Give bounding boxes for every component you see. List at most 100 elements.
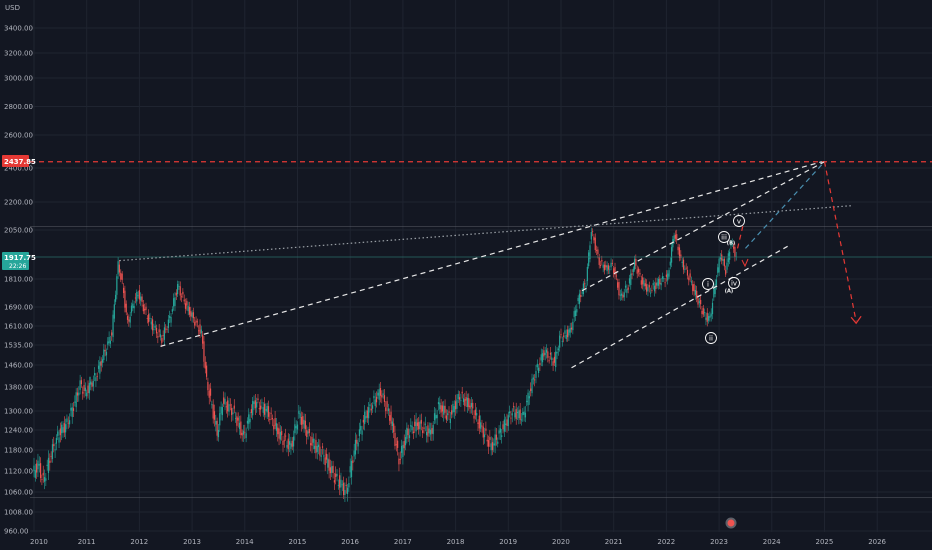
trendlines bbox=[30, 161, 932, 499]
trendline[interactable] bbox=[736, 226, 744, 249]
candle-body bbox=[538, 367, 540, 373]
x-tick-label: 2021 bbox=[605, 538, 623, 546]
candle-body bbox=[535, 371, 537, 378]
candle-body bbox=[122, 287, 125, 294]
candle-body bbox=[215, 420, 217, 425]
candle-body bbox=[406, 427, 408, 439]
candle-body bbox=[580, 294, 582, 298]
candle-body bbox=[129, 316, 131, 323]
candle-body bbox=[41, 479, 43, 480]
candle-body bbox=[468, 398, 470, 408]
candle-body bbox=[184, 303, 187, 309]
candle-body bbox=[148, 314, 150, 323]
candle-body bbox=[692, 284, 694, 292]
candle-body bbox=[633, 259, 636, 270]
candle-body bbox=[656, 282, 658, 286]
candle-body bbox=[702, 308, 704, 315]
candle-body bbox=[270, 412, 272, 414]
candle-body bbox=[124, 290, 126, 308]
candle-body bbox=[505, 423, 507, 425]
x-tick-label: 2025 bbox=[816, 538, 834, 546]
candle-body bbox=[155, 327, 158, 334]
candle-body bbox=[299, 413, 301, 418]
candle-body bbox=[536, 363, 538, 368]
candle-body bbox=[70, 407, 72, 411]
y-tick-label: 1380.00 bbox=[4, 384, 33, 392]
candle-body bbox=[375, 396, 378, 403]
x-tick-label: 2014 bbox=[236, 538, 254, 546]
x-tick-label: 2017 bbox=[394, 538, 412, 546]
trendline[interactable] bbox=[745, 161, 825, 249]
candle-body bbox=[228, 404, 230, 412]
candle-body bbox=[721, 254, 723, 261]
candle-body bbox=[205, 365, 208, 377]
candle-body bbox=[464, 399, 466, 406]
candle-body bbox=[104, 349, 106, 352]
candle-body bbox=[128, 319, 130, 322]
candle-body bbox=[705, 317, 707, 320]
candle-body bbox=[657, 278, 660, 286]
candle-body bbox=[715, 279, 718, 285]
candle-body bbox=[157, 336, 159, 338]
candle-body bbox=[476, 413, 478, 416]
candle-body bbox=[598, 257, 600, 265]
candle-body bbox=[191, 312, 193, 318]
candle-body bbox=[50, 455, 52, 457]
candle-body bbox=[61, 424, 63, 434]
trendline[interactable] bbox=[581, 161, 825, 292]
candle-body bbox=[519, 409, 521, 420]
candle-body bbox=[495, 434, 498, 440]
candle-body bbox=[316, 445, 318, 452]
candle-body bbox=[448, 411, 450, 413]
candle-body bbox=[221, 407, 224, 416]
candle-body bbox=[636, 269, 638, 274]
candle-body bbox=[402, 444, 404, 458]
trendline[interactable] bbox=[823, 161, 857, 322]
candle-body bbox=[220, 406, 222, 414]
candle-body bbox=[187, 305, 189, 312]
candle-body bbox=[585, 285, 587, 288]
candle-body bbox=[83, 384, 85, 392]
candle-body bbox=[66, 418, 68, 423]
candle-body bbox=[253, 401, 255, 405]
candle-body bbox=[559, 335, 561, 348]
candle-body bbox=[441, 405, 444, 412]
candle-body bbox=[47, 457, 50, 473]
candle-body bbox=[456, 399, 458, 409]
candle-body bbox=[39, 463, 42, 478]
candle-body bbox=[364, 411, 366, 425]
candle-body bbox=[118, 264, 120, 273]
candle-body bbox=[722, 259, 724, 261]
candle-body bbox=[680, 254, 682, 258]
candle-body bbox=[713, 288, 715, 298]
candle-body bbox=[424, 423, 426, 425]
candle-body bbox=[323, 455, 325, 457]
candle-body bbox=[327, 458, 329, 468]
candle-body bbox=[204, 361, 206, 369]
events-icon[interactable] bbox=[724, 516, 738, 530]
candle-body bbox=[202, 334, 204, 344]
y-tick-label: 1690.00 bbox=[4, 304, 33, 312]
trendline[interactable] bbox=[160, 161, 823, 347]
candle-body bbox=[599, 265, 602, 267]
candle-body bbox=[646, 284, 648, 292]
candle-body bbox=[426, 432, 428, 436]
candle-body bbox=[125, 303, 127, 313]
candle-body bbox=[174, 297, 176, 306]
candle-body bbox=[374, 399, 376, 407]
candle-body bbox=[655, 282, 657, 290]
candle-body bbox=[592, 231, 594, 233]
candle-body bbox=[137, 295, 139, 297]
candle-body bbox=[511, 413, 513, 416]
small-arrowhead bbox=[741, 258, 749, 268]
candle-body bbox=[429, 429, 432, 435]
wave-label: iii bbox=[721, 234, 727, 242]
candle-body bbox=[113, 304, 115, 319]
x-axis: 2010 2011 2012 2013 2014 2015 2016 2017 2018 2019… bbox=[30, 538, 887, 546]
candle-body bbox=[132, 303, 134, 308]
candle-body bbox=[121, 273, 123, 280]
y-tick-label: 1240.00 bbox=[4, 427, 33, 435]
candle-body bbox=[624, 285, 627, 288]
